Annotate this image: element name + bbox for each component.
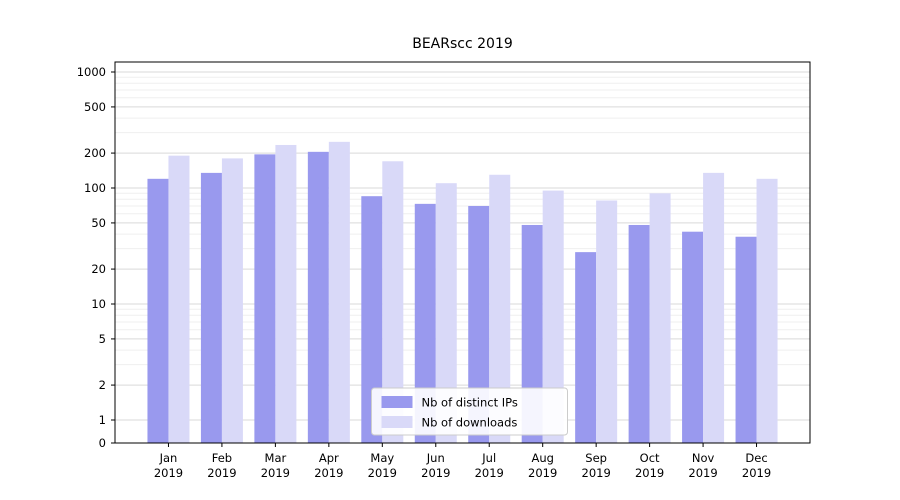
- x-tick-label-month: Sep: [585, 451, 607, 465]
- legend-swatch-downloads: [381, 416, 413, 428]
- y-tick-label: 10: [91, 297, 106, 311]
- bar-distinct-ips-feb: [200, 172, 222, 443]
- y-tick-label: 100: [84, 181, 106, 195]
- x-tick-label-month: Jun: [426, 451, 445, 465]
- bar-distinct-ips-jun: [414, 203, 436, 443]
- y-tick-label: 500: [84, 100, 106, 114]
- x-tick-label-year: 2019: [314, 466, 343, 480]
- x-tick-label-year: 2019: [261, 466, 290, 480]
- x-tick-label-year: 2019: [742, 466, 771, 480]
- bar-distinct-ips-jul: [468, 205, 490, 443]
- bar-downloads-feb: [221, 158, 243, 444]
- x-tick-label-month: May: [370, 451, 394, 465]
- y-tick-label: 200: [84, 146, 106, 160]
- bar-distinct-ips-jan: [147, 178, 169, 443]
- x-tick-label-month: Mar: [265, 451, 287, 465]
- x-tick-label-month: Feb: [212, 451, 232, 465]
- x-tick-label-month: Jan: [159, 451, 178, 465]
- legend-label-distinct-ips: Nb of distinct IPs: [422, 396, 518, 410]
- x-tick-label-year: 2019: [635, 466, 664, 480]
- bar-distinct-ips-dec: [735, 236, 757, 443]
- x-tick-label-month: Aug: [531, 451, 553, 465]
- x-tick-label-year: 2019: [207, 466, 236, 480]
- x-tick-label-year: 2019: [688, 466, 717, 480]
- bar-downloads-jun: [435, 183, 457, 443]
- y-tick-label: 0: [99, 436, 106, 450]
- legend-box: [371, 387, 568, 436]
- y-tick-label: 50: [91, 216, 106, 230]
- bar-downloads-jan: [168, 155, 190, 443]
- x-tick-label-month: Jul: [481, 451, 496, 465]
- y-tick-label: 1: [99, 413, 106, 427]
- legend-swatch-distinct-ips: [381, 396, 413, 408]
- y-tick-label: 1000: [77, 65, 106, 79]
- bar-downloads-oct: [649, 193, 671, 443]
- bar-downloads-mar: [275, 144, 297, 444]
- bar-distinct-ips-may: [361, 196, 383, 443]
- bar-downloads-may: [382, 161, 404, 443]
- bar-downloads-apr: [328, 141, 350, 443]
- x-tick-label-month: Apr: [319, 451, 339, 465]
- y-tick-label: 2: [99, 378, 106, 392]
- bar-distinct-ips-sep: [575, 252, 597, 443]
- x-tick-label-year: 2019: [421, 466, 450, 480]
- bar-downloads-jul: [489, 174, 511, 443]
- x-tick-label-month: Nov: [692, 451, 715, 465]
- chart-title: BEARscc 2019: [412, 36, 513, 52]
- bar-distinct-ips-mar: [254, 154, 276, 443]
- x-tick-label-month: Dec: [745, 451, 767, 465]
- y-tick-label: 5: [99, 332, 106, 346]
- plot-border: [114, 61, 811, 444]
- x-tick-label-year: 2019: [528, 466, 557, 480]
- bar-distinct-ips-oct: [628, 224, 650, 443]
- bar-downloads-nov: [703, 172, 725, 443]
- legend-label-downloads: Nb of downloads: [422, 416, 518, 430]
- x-tick-label-year: 2019: [368, 466, 397, 480]
- x-tick-label-year: 2019: [154, 466, 183, 480]
- x-tick-label-month: Oct: [640, 451, 660, 465]
- x-tick-label-year: 2019: [582, 466, 611, 480]
- x-tick-label-year: 2019: [475, 466, 504, 480]
- bar-distinct-ips-nov: [682, 231, 704, 443]
- bar-downloads-dec: [756, 178, 778, 443]
- bar-downloads-sep: [596, 200, 618, 443]
- bar-distinct-ips-apr: [307, 151, 329, 443]
- y-tick-label: 20: [91, 262, 106, 276]
- bar-downloads-aug: [542, 190, 564, 443]
